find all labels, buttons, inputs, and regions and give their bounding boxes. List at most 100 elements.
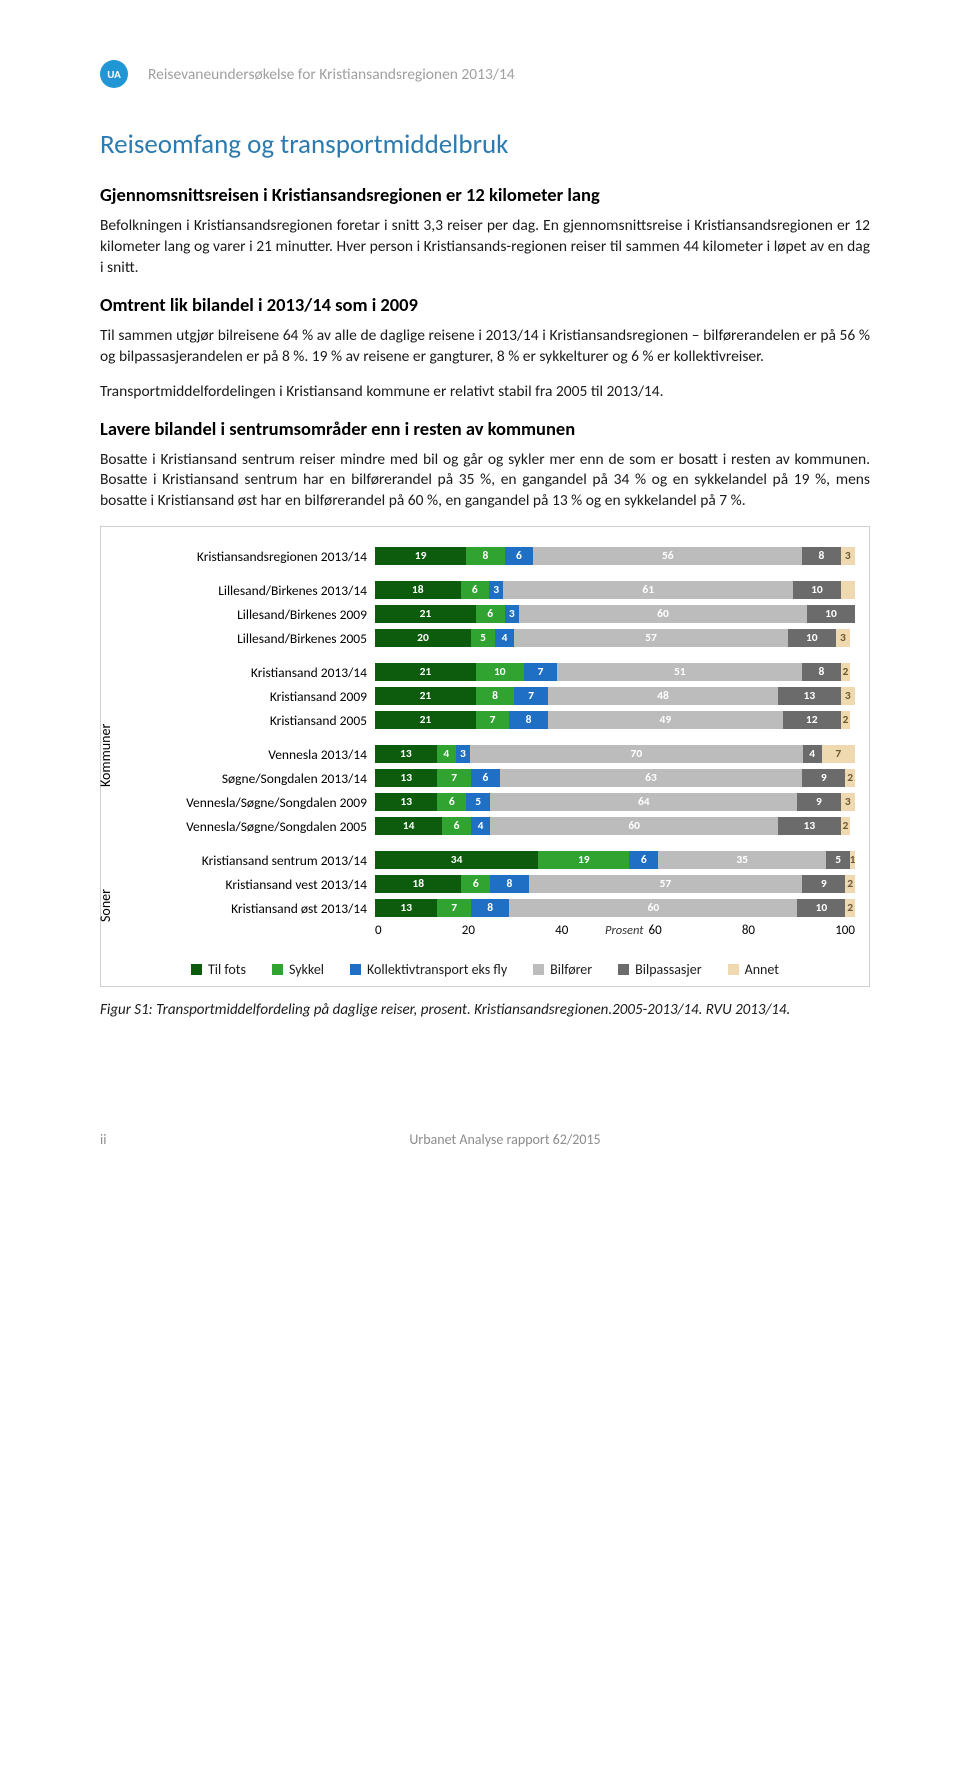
section3-p1: Bosatte i Kristiansand sentrum reiser mi… — [100, 450, 870, 513]
section2-heading: Omtrent lik bilandel i 2013/14 som i 200… — [100, 293, 870, 316]
bar-segment: 2 — [841, 817, 851, 835]
bar-segment: 7 — [514, 687, 548, 705]
running-title: Reisevaneundersøkelse for Kristiansandsr… — [148, 65, 515, 84]
bar-segment: 5 — [471, 629, 495, 647]
bar-segment: 48 — [548, 687, 778, 705]
bar-row-label: Lillesand/Birkenes 2009 — [115, 606, 375, 623]
bar-row: Vennesla 2013/1413437047 — [115, 743, 855, 765]
bar-track: 13766392 — [375, 769, 855, 787]
bar-track: 18636110 — [375, 581, 855, 599]
x-axis-tick: 0 — [375, 923, 382, 941]
bar-segment: 10 — [797, 899, 845, 917]
legend-label: Bilpassasjer — [635, 961, 701, 978]
bar-segment: 10 — [807, 605, 855, 623]
bar-track: 218748133 — [375, 687, 855, 705]
bar-segment: 2 — [841, 663, 851, 681]
bar-segment: 61 — [503, 581, 793, 599]
bar-row: Søgne/Songdalen 2013/1413766392 — [115, 767, 855, 789]
bar-segment: 35 — [658, 851, 826, 869]
bar-rows-container: Kristiansandsregionen 2013/1419865683Lil… — [115, 545, 855, 919]
bar-row-label: Vennesla 2013/14 — [115, 746, 375, 763]
section1-heading: Gjennomsnittsreisen i Kristiansandsregio… — [100, 183, 870, 206]
x-axis-tick: 40 — [555, 923, 568, 941]
figure-caption: Figur S1: Transportmiddelfordeling på da… — [100, 1001, 870, 1021]
bar-track: 211075182 — [375, 663, 855, 681]
bar-segment: 8 — [490, 875, 528, 893]
bar-segment: 10 — [788, 629, 836, 647]
bar-row: Lillesand/Birkenes 2005205457103 — [115, 627, 855, 649]
section3-heading: Lavere bilandel i sentrumsområder enn i … — [100, 417, 870, 440]
page-footer: ii Urbanet Analyse rapport 62/2015 — [100, 1131, 870, 1148]
bar-row-label: Kristiansand øst 2013/14 — [115, 900, 375, 917]
section1-p1: Befolkningen i Kristiansandsregionen for… — [100, 216, 870, 279]
x-axis-tick: 60 — [648, 923, 661, 941]
bar-segment: 56 — [533, 547, 802, 565]
bar-track: 146460132 — [375, 817, 855, 835]
page: UA Reisevaneundersøkelse for Kristiansan… — [0, 0, 960, 1188]
bar-row: Kristiansand 2009218748133 — [115, 685, 855, 707]
section2-p2: Transportmiddelfordelingen i Kristiansan… — [100, 382, 870, 403]
footer-text: Urbanet Analyse rapport 62/2015 — [140, 1131, 870, 1148]
bar-segment: 7 — [524, 663, 558, 681]
bar-row-label: Kristiansandsregionen 2013/14 — [115, 548, 375, 565]
bar-segment: 2 — [845, 875, 855, 893]
page-number: ii — [100, 1131, 140, 1148]
bar-row-label: Lillesand/Birkenes 2005 — [115, 630, 375, 647]
bar-segment: 8 — [509, 711, 547, 729]
legend-label: Bilfører — [550, 961, 592, 978]
bar-row-label: Lillesand/Birkenes 2013/14 — [115, 582, 375, 599]
bar-segment: 3 — [841, 793, 855, 811]
bar-segment: 7 — [822, 745, 855, 763]
bar-segment: 6 — [629, 851, 658, 869]
bar-segment: 4 — [471, 817, 490, 835]
bar-segment: 21 — [375, 605, 476, 623]
bar-track: 137860102 — [375, 899, 855, 917]
bar-segment: 4 — [495, 629, 514, 647]
bar-segment: 57 — [514, 629, 788, 647]
legend-item: Bilfører — [533, 961, 592, 978]
bar-row-label: Kristiansand vest 2013/14 — [115, 876, 375, 893]
bar-segment: 8 — [466, 547, 504, 565]
legend-item: Annet — [728, 961, 779, 978]
page-header: UA Reisevaneundersøkelse for Kristiansan… — [100, 60, 870, 88]
bar-row-label: Vennesla/Søgne/Songdalen 2009 — [115, 794, 375, 811]
bar-segment: 7 — [476, 711, 510, 729]
section2-p1: Til sammen utgjør bilreisene 64 % av all… — [100, 326, 870, 368]
bar-row: Kristiansand øst 2013/14137860102 — [115, 897, 855, 919]
legend-item: Til fots — [191, 961, 246, 978]
bar-segment: 4 — [803, 745, 822, 763]
bar-segment: 13 — [375, 899, 437, 917]
group-label-kommuner: Kommuner — [97, 724, 114, 787]
bar-segment: 34 — [375, 851, 538, 869]
page-title: Reiseomfang og transportmiddelbruk — [100, 128, 870, 161]
bar-segment: 6 — [461, 581, 490, 599]
bar-segment: 13 — [375, 769, 437, 787]
x-axis-tick: 100 — [835, 923, 855, 941]
bar-track: 13437047 — [375, 745, 855, 763]
bar-segment: 1 — [850, 851, 855, 869]
bar-segment: 4 — [437, 745, 456, 763]
logo-badge: UA — [100, 60, 128, 88]
bar-segment: 3 — [841, 687, 855, 705]
bar-segment: 3 — [841, 547, 855, 565]
group-label-soner: Soner — [97, 889, 114, 922]
bar-row-label: Kristiansand 2005 — [115, 712, 375, 729]
legend-swatch — [191, 964, 202, 975]
x-axis-label: Prosent — [605, 923, 643, 938]
bar-segment: 10 — [476, 663, 524, 681]
bar-track: 341963551 — [375, 851, 855, 869]
bar-segment: 19 — [538, 851, 629, 869]
bar-segment: 5 — [466, 793, 490, 811]
legend-item: Sykkel — [272, 961, 324, 978]
bar-segment: 21 — [375, 663, 476, 681]
bar-segment: 21 — [375, 687, 476, 705]
legend-swatch — [272, 964, 283, 975]
bar-track: 205457103 — [375, 629, 855, 647]
legend-swatch — [728, 964, 739, 975]
bar-segment: 6 — [437, 793, 466, 811]
bar-segment: 60 — [490, 817, 778, 835]
bar-segment: 7 — [437, 899, 471, 917]
bar-segment: 9 — [797, 793, 840, 811]
bar-segment: 12 — [783, 711, 841, 729]
bar-segment: 57 — [529, 875, 803, 893]
